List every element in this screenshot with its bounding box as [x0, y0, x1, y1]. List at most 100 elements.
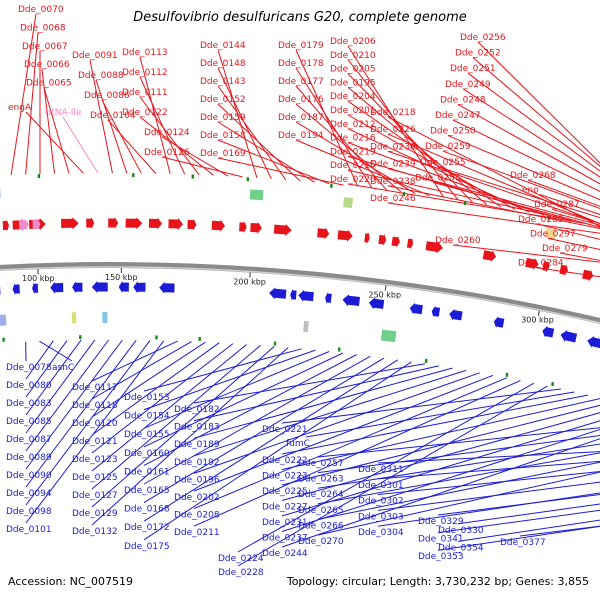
label-connector-reverse — [457, 503, 600, 525]
label-connector-reverse — [437, 509, 600, 534]
label-connector-reverse — [25, 339, 96, 434]
label-connector-forward — [457, 103, 600, 185]
label-connector-forward — [217, 121, 315, 183]
label-connector-forward — [101, 99, 142, 174]
genome-summary-text: Topology: circular; Length: 3,730,232 bp… — [286, 575, 589, 588]
gene-label-forward: Dde_0297 — [530, 229, 576, 239]
gene-label-forward: Dde_0112 — [122, 68, 168, 78]
gene-arrow-reverse — [91, 281, 108, 293]
label-connector-forward — [89, 59, 113, 174]
gene-label-forward: Dde_0259 — [425, 142, 471, 152]
gene-label-reverse: Dde_0098 — [6, 507, 52, 517]
label-connector-forward — [139, 56, 171, 174]
gene-arrow-forward — [61, 217, 79, 230]
gene-label-reverse: Dde_0183 — [174, 423, 220, 433]
label-connector-forward — [462, 88, 600, 178]
label-connector-forward — [559, 252, 600, 261]
gene-arrow-forward — [337, 229, 353, 242]
label-connector-reverse — [317, 427, 600, 458]
gene-label-reverse: Dde_0377 — [500, 538, 546, 548]
gene-arrow-forward — [391, 235, 400, 248]
label-connectors — [10, 13, 600, 567]
label-connector-reverse — [193, 374, 494, 492]
label-connector-reverse — [143, 354, 357, 466]
marker-outer — [37, 174, 41, 179]
gene-label-reverse: Dde_0227 — [262, 503, 308, 513]
label-connector-reverse — [25, 339, 123, 470]
gene-label-reverse: Dde_0353 — [418, 552, 464, 562]
label-connector-forward — [217, 157, 344, 186]
gene-label-forward: Dde_0252 — [455, 49, 501, 59]
label-connector-forward — [295, 49, 359, 187]
label-connector-forward — [387, 185, 600, 229]
gene-label-reverse: fumC — [286, 439, 310, 449]
label-connector-forward — [347, 142, 544, 216]
gene-label-forward: Dde_0205 — [330, 65, 376, 75]
label-connector-forward — [95, 79, 128, 174]
label-connector-forward — [139, 96, 200, 176]
gene-label-reverse: Dde_0132 — [72, 527, 118, 537]
label-connector-forward — [347, 183, 587, 225]
gene-arrow-reverse — [12, 283, 20, 296]
gene-label-forward: Dde_0287 — [534, 200, 580, 210]
gene-arrow-reverse — [50, 281, 64, 294]
gene-arrow-reverse — [431, 305, 441, 318]
gene-label-reverse: Dde_0222 — [262, 456, 308, 466]
label-connector-reverse — [25, 339, 110, 452]
gene-arrow-forward — [86, 217, 95, 230]
gene-arrow-forward — [0, 225, 1, 227]
kbp-tick-label: 250 kbp — [368, 291, 401, 300]
gene-arrow-reverse — [325, 292, 332, 304]
gene-label-reverse: Dde_0225 — [262, 487, 308, 497]
gene-arrow-forward — [250, 221, 262, 234]
label-connector-reverse — [25, 339, 82, 416]
gene-label-forward: Dde_0104 — [90, 111, 136, 121]
label-connector-reverse — [193, 369, 467, 457]
label-connector-reverse — [281, 438, 600, 548]
label-connector-reverse — [377, 492, 600, 527]
label-connector-reverse — [91, 341, 192, 400]
gene-label-forward: Dde_0210 — [330, 51, 376, 61]
gene-label-forward: Dde_0226 — [370, 125, 416, 135]
label-connector-reverse — [143, 349, 316, 411]
gene-label-reverse: Dde_0175 — [124, 542, 170, 552]
gene-label-reverse: Dde_0257 — [298, 459, 344, 469]
label-connector-forward — [62, 116, 99, 174]
label-connector-reverse — [193, 367, 453, 439]
label-connector-reverse — [377, 460, 600, 480]
label-connector-reverse — [25, 340, 151, 506]
label-connector-reverse — [281, 420, 600, 517]
gene-label-reverse: Dde_0117 — [72, 383, 118, 393]
label-connector-forward — [161, 156, 243, 178]
marker-outer — [132, 173, 135, 178]
category-block-forward — [249, 189, 264, 201]
gene-label-reverse: Dde_0301 — [358, 481, 404, 491]
gene-label-reverse: Dde_0354 — [438, 543, 484, 553]
kbp-tick-label: 300 kbp — [521, 316, 554, 325]
gene-label-reverse: Dde_0161 — [124, 467, 170, 477]
label-connector-forward — [452, 119, 600, 193]
gene-label-reverse: Dde_0121 — [72, 437, 118, 447]
gene-label-forward: Dde_0067 — [22, 42, 68, 52]
gene-label-reverse: Dde_0263 — [298, 475, 344, 485]
gene-label-reverse: Dde_0208 — [174, 511, 220, 521]
label-connector-reverse — [91, 346, 275, 508]
gene-label-reverse: Dde_0189 — [174, 440, 220, 450]
kbp-tick-label: 150 kbp — [105, 273, 138, 282]
marker-outer — [246, 177, 249, 182]
gene-label-forward: Dde_0122 — [122, 108, 168, 118]
label-connector-forward — [217, 139, 330, 185]
label-connector-reverse — [143, 357, 385, 504]
gene-label-reverse: asnC — [52, 363, 74, 373]
label-connector-forward — [447, 135, 600, 201]
gene-label-reverse: Dde_0237 — [262, 534, 308, 544]
gene-label-forward: Dde_0068 — [20, 23, 66, 33]
feature-tracks — [0, 173, 600, 387]
gene-label-reverse: Dde_0330 — [438, 526, 484, 536]
gene-label-forward: Dde_0158 — [200, 131, 246, 141]
label-connector-reverse — [91, 345, 261, 490]
gene-label-forward: Dde_0284 — [518, 259, 564, 269]
label-connector-forward — [527, 179, 600, 207]
gene-label-forward: Dde_0088 — [78, 71, 124, 81]
marker-outer — [330, 183, 333, 188]
